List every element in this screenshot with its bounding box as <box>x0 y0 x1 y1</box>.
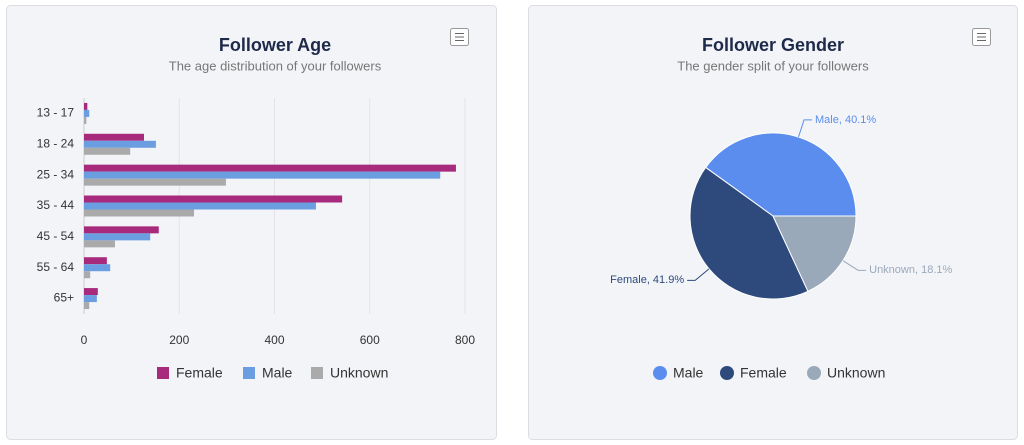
x-tick-label: 600 <box>360 333 380 347</box>
legend-swatch[interactable] <box>807 366 821 380</box>
legend-swatch[interactable] <box>157 367 169 379</box>
bar <box>84 195 343 203</box>
bar <box>84 226 159 234</box>
bar <box>84 295 97 303</box>
bar <box>84 109 90 117</box>
legend-swatch[interactable] <box>653 366 667 380</box>
legend-label[interactable]: Male <box>262 365 293 381</box>
legend-label[interactable]: Female <box>740 365 787 381</box>
x-tick-label: 200 <box>169 333 189 347</box>
data-label: Male, 40.1% <box>815 114 876 126</box>
legend-label[interactable]: Male <box>673 365 704 381</box>
legend-swatch[interactable] <box>311 367 323 379</box>
bar <box>84 271 91 279</box>
data-label: Female, 41.9% <box>610 274 684 286</box>
bar <box>84 140 156 148</box>
label-connector <box>687 268 710 281</box>
bar <box>84 102 88 110</box>
y-tick-label: 18 - 24 <box>37 136 75 150</box>
legend-label[interactable]: Female <box>176 365 223 381</box>
bar <box>84 302 90 310</box>
x-tick-label: 800 <box>455 333 475 347</box>
bar <box>84 202 316 210</box>
chart-subtitle: The gender split of your followers <box>677 58 869 73</box>
legend-label[interactable]: Unknown <box>827 365 885 381</box>
label-connector <box>842 260 867 271</box>
x-tick-label: 400 <box>264 333 284 347</box>
chart-title: Follower Age <box>219 35 331 55</box>
chart-title: Follower Gender <box>702 35 844 55</box>
y-tick-label: 25 - 34 <box>37 167 75 181</box>
pie-slice <box>772 215 857 292</box>
bar <box>84 147 131 155</box>
pie-slice <box>689 166 809 300</box>
label-connector <box>798 119 813 138</box>
y-tick-label: 13 - 17 <box>37 106 75 120</box>
y-tick-label: 35 - 44 <box>37 198 75 212</box>
legend-label[interactable]: Unknown <box>330 365 388 381</box>
bar <box>84 164 456 172</box>
chart-subtitle: The age distribution of your followers <box>169 58 382 73</box>
bar <box>84 116 87 124</box>
bar <box>84 178 226 186</box>
menu-button[interactable] <box>450 28 469 46</box>
bar <box>84 209 195 217</box>
bar <box>84 264 111 272</box>
y-tick-label: 65+ <box>54 291 74 305</box>
legend-swatch[interactable] <box>243 367 255 379</box>
y-tick-label: 45 - 54 <box>37 229 75 243</box>
bar <box>84 171 441 179</box>
y-tick-label: 55 - 64 <box>37 260 75 274</box>
data-label: Unknown, 18.1% <box>869 264 952 276</box>
bar <box>84 133 145 141</box>
x-tick-label: 0 <box>81 333 88 347</box>
card <box>6 5 497 440</box>
legend-swatch[interactable] <box>720 366 734 380</box>
bar <box>84 240 115 248</box>
menu-button[interactable] <box>972 28 991 46</box>
bar <box>84 233 151 241</box>
bar <box>84 257 107 265</box>
bar <box>84 288 98 296</box>
